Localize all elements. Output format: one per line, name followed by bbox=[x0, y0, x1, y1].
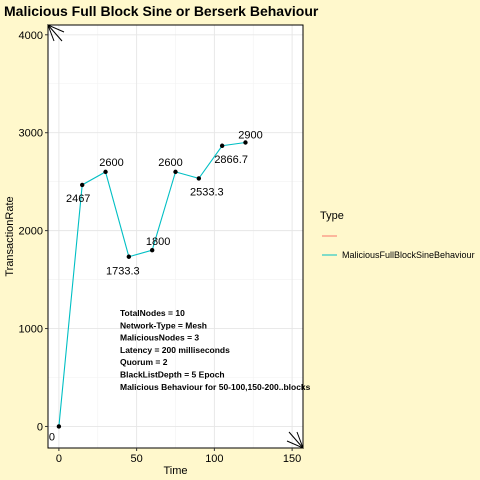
data-label: 1800 bbox=[146, 236, 170, 248]
data-label: 2533.3 bbox=[190, 186, 224, 198]
data-point bbox=[149, 248, 155, 253]
annotation-text: TotalNodes = 10 bbox=[120, 308, 185, 318]
annotation-text: Network-Type = Mesh bbox=[120, 320, 207, 330]
legend-title: Type bbox=[320, 210, 344, 222]
x-axis-label: Time bbox=[163, 465, 187, 477]
data-point bbox=[103, 169, 108, 175]
data-label: 2600 bbox=[158, 157, 182, 169]
y-tick-label: 3000 bbox=[19, 128, 43, 140]
data-point bbox=[196, 176, 202, 181]
annotation-text: MaliciousNodes = 3 bbox=[120, 333, 199, 343]
y-tick-label: 0 bbox=[37, 421, 43, 433]
x-tick-label: 100 bbox=[205, 453, 223, 465]
data-label: 1733.3 bbox=[106, 266, 140, 278]
data-point bbox=[80, 182, 85, 188]
annotation-text: Latency = 200 milliseconds bbox=[120, 345, 230, 355]
data-label: 2467 bbox=[66, 193, 90, 205]
data-point bbox=[243, 140, 248, 145]
y-tick-label: 2000 bbox=[19, 226, 43, 238]
legend-entry-label: MaliciousFullBlockSineBehaviour bbox=[342, 250, 475, 260]
annotation-text: Quorum = 2 bbox=[120, 357, 168, 367]
y-tick-label: 1000 bbox=[19, 324, 43, 336]
corner-arrow-top-shaft bbox=[47, 24, 63, 42]
data-label: 2600 bbox=[99, 157, 123, 169]
data-point bbox=[126, 254, 132, 259]
chart-title: Malicious Full Block Sine or Berserk Beh… bbox=[4, 3, 319, 19]
corner-arrow-bottom-shaft bbox=[288, 431, 304, 449]
data-label: 2900 bbox=[238, 130, 262, 142]
data-label: 0 bbox=[49, 431, 55, 443]
x-tick-label: 50 bbox=[131, 453, 143, 465]
annotation-text: BlackListDepth = 5 Epoch bbox=[120, 370, 225, 380]
data-point bbox=[219, 143, 225, 148]
data-point bbox=[56, 424, 62, 429]
data-label: 2866.7 bbox=[214, 154, 248, 166]
plot-border bbox=[47, 24, 304, 449]
y-tick-label: 4000 bbox=[19, 30, 43, 42]
x-tick-label: 0 bbox=[56, 453, 62, 465]
annotation-text: Malicious Behaviour for 50-100,150-200..… bbox=[120, 382, 311, 392]
x-tick-label: 150 bbox=[283, 453, 301, 465]
data-point bbox=[173, 169, 178, 175]
y-axis-label: TransactionRate bbox=[4, 196, 16, 276]
